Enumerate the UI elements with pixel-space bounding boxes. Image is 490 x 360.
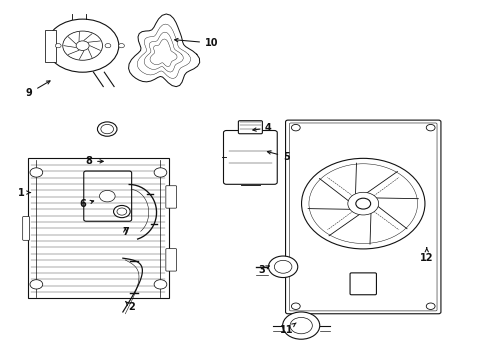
Circle shape bbox=[301, 158, 425, 249]
Circle shape bbox=[426, 303, 435, 310]
Circle shape bbox=[154, 280, 167, 289]
Circle shape bbox=[356, 198, 370, 209]
Circle shape bbox=[290, 318, 312, 334]
Polygon shape bbox=[128, 14, 200, 87]
FancyBboxPatch shape bbox=[166, 249, 176, 271]
FancyBboxPatch shape bbox=[350, 273, 376, 295]
Circle shape bbox=[99, 190, 115, 202]
Circle shape bbox=[119, 44, 124, 48]
Text: 4: 4 bbox=[253, 123, 272, 133]
Text: 1: 1 bbox=[18, 188, 30, 198]
Circle shape bbox=[30, 280, 43, 289]
Circle shape bbox=[348, 192, 379, 215]
Circle shape bbox=[98, 122, 117, 136]
FancyBboxPatch shape bbox=[23, 216, 29, 240]
Circle shape bbox=[117, 208, 127, 215]
FancyBboxPatch shape bbox=[45, 30, 55, 62]
Circle shape bbox=[269, 256, 298, 278]
Text: 12: 12 bbox=[420, 248, 434, 263]
Circle shape bbox=[101, 125, 114, 134]
FancyBboxPatch shape bbox=[27, 158, 169, 298]
Text: 2: 2 bbox=[125, 301, 135, 312]
FancyBboxPatch shape bbox=[84, 171, 132, 221]
Circle shape bbox=[154, 168, 167, 177]
Circle shape bbox=[30, 168, 43, 177]
Circle shape bbox=[63, 31, 102, 60]
Circle shape bbox=[114, 206, 130, 218]
Circle shape bbox=[76, 41, 89, 50]
FancyBboxPatch shape bbox=[166, 186, 176, 208]
Circle shape bbox=[55, 44, 61, 48]
Circle shape bbox=[292, 303, 300, 310]
Circle shape bbox=[105, 44, 111, 48]
Circle shape bbox=[292, 125, 300, 131]
FancyBboxPatch shape bbox=[286, 120, 441, 314]
Text: 5: 5 bbox=[268, 151, 290, 162]
Text: 8: 8 bbox=[85, 156, 103, 166]
Text: 11: 11 bbox=[280, 323, 296, 335]
Text: 9: 9 bbox=[25, 81, 50, 98]
Text: 7: 7 bbox=[122, 227, 129, 237]
FancyBboxPatch shape bbox=[223, 131, 277, 184]
Circle shape bbox=[47, 19, 119, 72]
FancyBboxPatch shape bbox=[238, 121, 262, 134]
Text: 10: 10 bbox=[174, 38, 219, 48]
Circle shape bbox=[283, 312, 320, 339]
Circle shape bbox=[274, 260, 292, 273]
Text: 3: 3 bbox=[259, 265, 270, 275]
Text: 6: 6 bbox=[79, 199, 94, 210]
Circle shape bbox=[426, 125, 435, 131]
